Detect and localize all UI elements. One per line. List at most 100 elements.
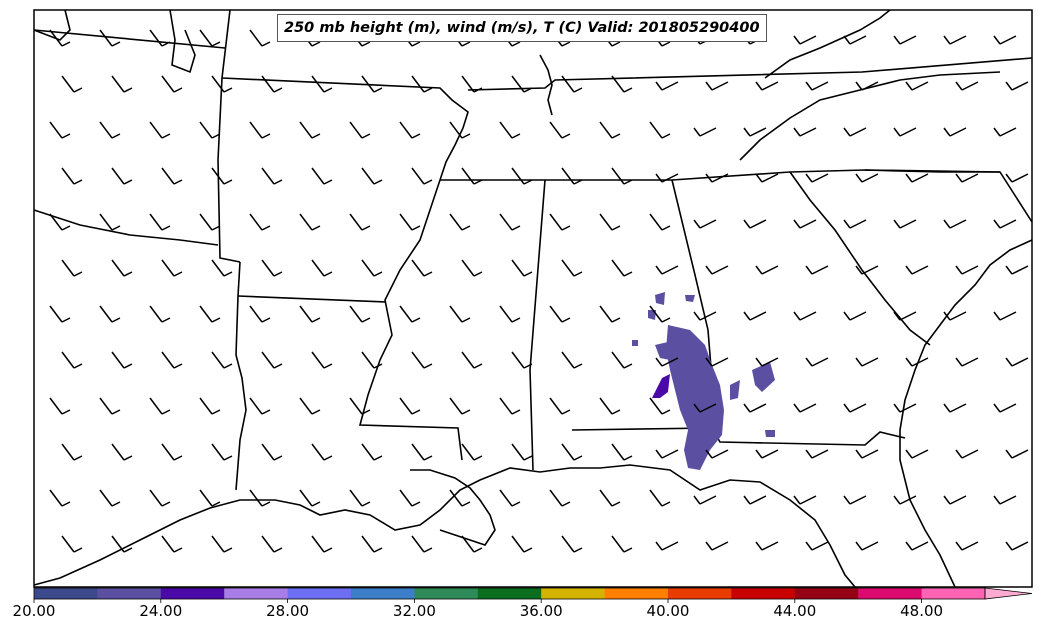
wind-barb <box>499 397 521 415</box>
wind-barb <box>611 535 633 553</box>
wind-barb <box>855 449 879 459</box>
wind-barb <box>311 351 333 369</box>
wind-barb <box>499 121 521 139</box>
wind-barb <box>299 305 321 323</box>
wind-barb <box>1005 265 1029 275</box>
wind-barb <box>511 443 533 461</box>
wind-barb <box>399 121 421 139</box>
wind-barb <box>993 35 1017 45</box>
wind-barb <box>655 173 679 183</box>
wind-barb <box>943 127 967 137</box>
wind-barb <box>61 75 83 93</box>
colorbar-segment <box>541 588 606 599</box>
wind-barb <box>955 449 979 459</box>
wind-barb <box>843 495 867 505</box>
wind-barb <box>461 167 483 185</box>
wind-barb <box>955 357 979 367</box>
wind-barb <box>649 397 671 415</box>
wind-barb <box>511 167 533 185</box>
wind-barb <box>411 443 433 461</box>
wind-barb <box>449 305 471 323</box>
wind-barb <box>449 489 471 507</box>
wind-barb <box>399 397 421 415</box>
colorbar-segment <box>731 588 796 599</box>
colorbar-tick-label: 36.00 <box>519 602 563 620</box>
wind-barb <box>611 167 633 185</box>
wind-barb <box>611 351 633 369</box>
wind-barb <box>705 357 729 367</box>
wind-barb <box>943 311 967 321</box>
wind-barb <box>349 489 371 507</box>
wind-barb <box>361 535 383 553</box>
wind-barb <box>511 535 533 553</box>
wind-barb <box>49 213 71 231</box>
wind-barb <box>199 29 221 47</box>
wind-barb <box>649 489 671 507</box>
wind-barb <box>655 265 679 275</box>
wind-barb <box>755 81 779 91</box>
wind-barb <box>993 495 1017 505</box>
wind-barb <box>361 259 383 277</box>
wind-barb <box>61 535 83 553</box>
wind-barb <box>943 495 967 505</box>
wind-barb <box>361 167 383 185</box>
wind-barb <box>211 535 233 553</box>
wind-barb <box>649 213 671 231</box>
wind-barb <box>755 449 779 459</box>
wind-barb <box>855 541 879 551</box>
map-title: 250 mb height (m), wind (m/s), T (C) Val… <box>277 14 767 42</box>
wind-barb <box>149 121 171 139</box>
wind-barb <box>111 259 133 277</box>
wind-barb <box>111 351 133 369</box>
wind-barb <box>461 75 483 93</box>
wind-barb <box>855 357 879 367</box>
wind-barb <box>955 265 979 275</box>
wind-barb <box>211 443 233 461</box>
wind-barb <box>805 357 829 367</box>
wind-barb <box>855 265 879 275</box>
wind-barb <box>349 213 371 231</box>
wind-barb <box>61 443 83 461</box>
wind-barb <box>199 213 221 231</box>
wind-barb <box>361 443 383 461</box>
wind-barb <box>955 541 979 551</box>
wind-barb <box>161 443 183 461</box>
wind-barb <box>805 265 829 275</box>
wind-barb <box>843 311 867 321</box>
wind-barb <box>499 305 521 323</box>
wind-barb <box>943 35 967 45</box>
wind-barb <box>399 489 421 507</box>
wind-barb <box>149 213 171 231</box>
wind-barb <box>299 397 321 415</box>
wind-barb <box>561 443 583 461</box>
wind-barb <box>549 213 571 231</box>
wind-barb <box>561 351 583 369</box>
wind-barb <box>211 351 233 369</box>
wind-barb <box>599 489 621 507</box>
wind-barb <box>149 29 171 47</box>
wind-barb <box>843 127 867 137</box>
wind-barb <box>693 311 717 321</box>
wind-barb <box>705 81 729 91</box>
wind-barb <box>611 259 633 277</box>
wind-barb <box>311 75 333 93</box>
wind-barb <box>905 541 929 551</box>
wind-barb <box>693 495 717 505</box>
wind-barb <box>1005 541 1029 551</box>
wind-barb <box>49 397 71 415</box>
wind-barb <box>511 75 533 93</box>
colorbar-tick-label: 32.00 <box>392 602 436 620</box>
wind-barb <box>411 259 433 277</box>
wind-barb <box>893 311 917 321</box>
wind-barb <box>461 443 483 461</box>
wind-barb <box>943 403 967 413</box>
wind-barb <box>905 449 929 459</box>
wind-barb <box>561 535 583 553</box>
wind-barb <box>755 357 779 367</box>
wind-barb <box>599 397 621 415</box>
wind-barb <box>449 397 471 415</box>
wind-barb <box>49 489 71 507</box>
wind-barb <box>893 35 917 45</box>
wind-barb <box>349 121 371 139</box>
wind-barb <box>249 121 271 139</box>
